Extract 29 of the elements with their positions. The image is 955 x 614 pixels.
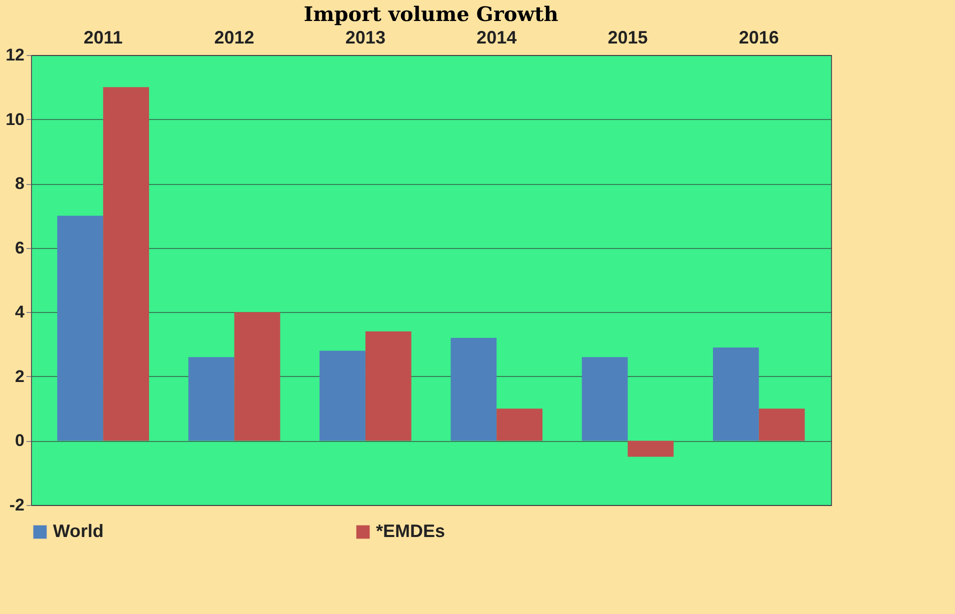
bar — [712, 348, 759, 441]
bar — [320, 350, 366, 441]
bar — [496, 408, 542, 441]
y-tick-label: 6 — [15, 238, 24, 258]
x-tick-label: 2013 — [345, 28, 386, 48]
x-tick-label: 2012 — [214, 28, 254, 48]
legend-label: *EMDEs — [376, 521, 446, 541]
y-tick-label: 10 — [6, 110, 24, 129]
y-tick-label: 2 — [15, 366, 24, 386]
bar — [758, 408, 805, 441]
y-tick-label: 12 — [6, 46, 24, 64]
x-tick-label: 2011 — [84, 28, 123, 48]
bar — [57, 216, 104, 441]
y-tick-label: 4 — [15, 302, 26, 322]
bar — [450, 338, 497, 441]
legend-label: World — [53, 521, 104, 541]
bar — [188, 357, 234, 441]
bar — [628, 440, 674, 457]
chart-title: Import volume Growth — [304, 2, 559, 26]
bar — [234, 312, 280, 441]
y-tick-label: -2 — [9, 496, 24, 514]
y-tick-label: 0 — [15, 431, 24, 450]
bar — [582, 357, 628, 441]
x-tick-label: 2014 — [476, 28, 517, 48]
x-tick-label: 2015 — [608, 28, 648, 48]
bar — [365, 331, 412, 441]
y-tick-label: 8 — [15, 174, 24, 194]
bar — [103, 87, 150, 441]
x-tick-label: 2016 — [738, 28, 779, 48]
